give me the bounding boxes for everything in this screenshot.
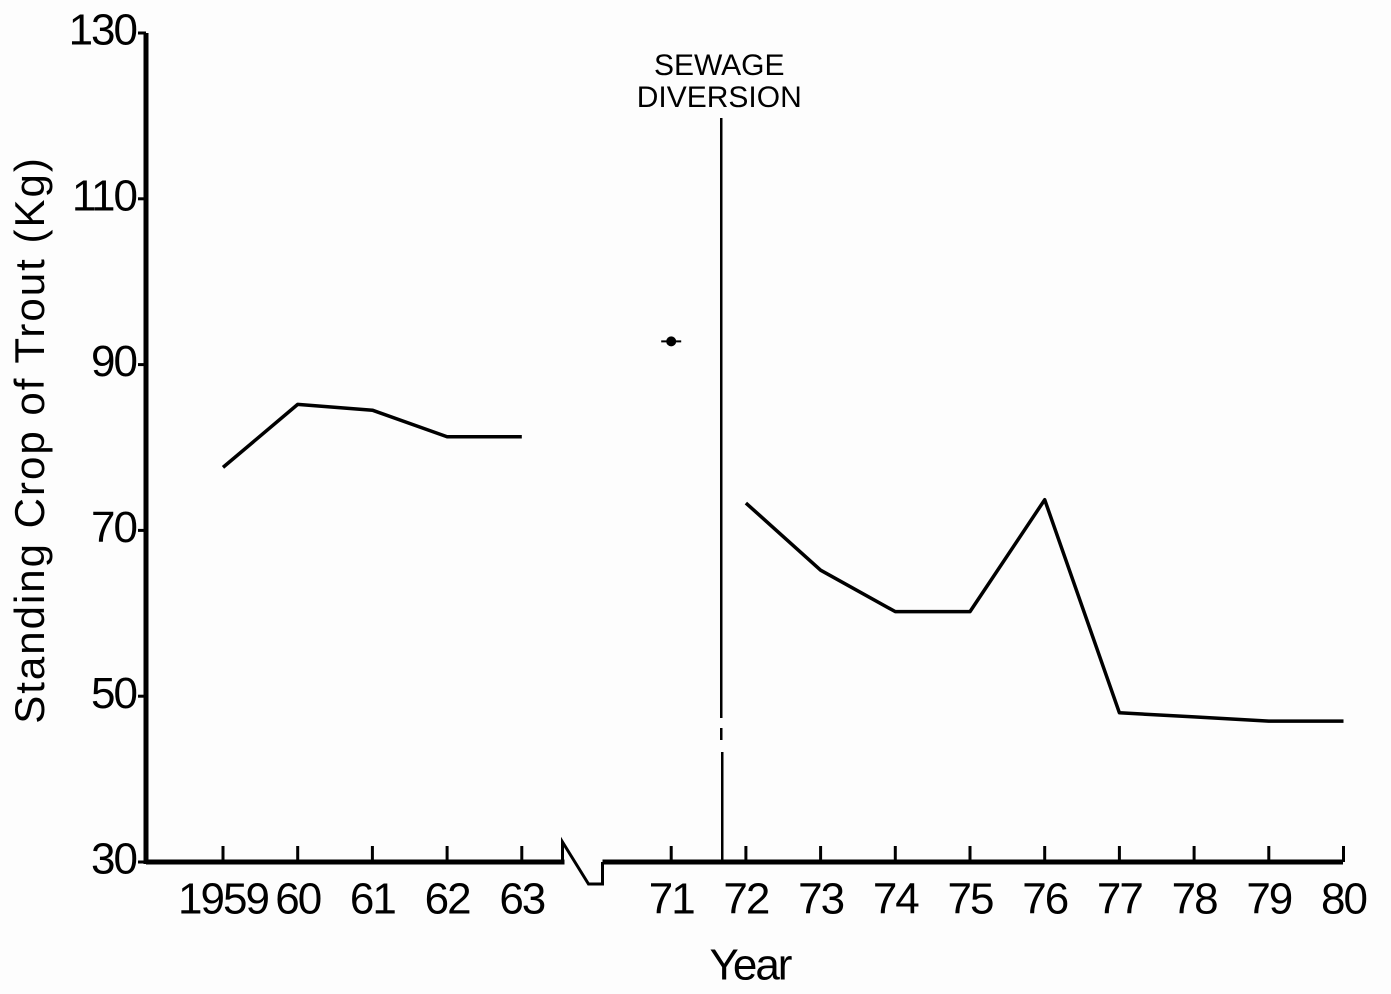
x-tick-label: 79 [1246,875,1291,924]
x-tick-label: 60 [275,875,320,924]
x-tick-label: 76 [1022,875,1067,924]
x-tick-label: 75 [948,875,993,924]
marker [666,336,677,347]
y-tick-label: 30 [91,835,136,884]
y-tick-label: 90 [91,337,136,386]
line [744,497,1344,723]
y-axis-title: Standing Crop of Trout (Kg) [6,156,53,724]
y-tick-label: 110 [72,171,137,220]
x-tick-label: 62 [425,875,470,924]
annotation: SEWAGE [654,49,785,82]
line [221,402,522,469]
x-axis-title: Year [710,941,792,990]
x-tick-label: 78 [1172,875,1217,924]
x-tick-label: 72 [723,875,768,924]
y-tick-label: 50 [91,669,136,718]
x-tick-label: 74 [873,875,919,924]
annotation: DIVERSION [637,81,802,114]
x-tick-label: 80 [1321,875,1366,924]
y-tick-label: 70 [91,503,136,552]
x-tick-label: 61 [350,875,395,924]
x-tick-label: 1959 [178,875,268,924]
x-tick-label: 77 [1097,875,1142,924]
y-tick-label: 130 [69,6,137,55]
x-tick-label: 71 [649,875,694,924]
x-tick-label: 73 [798,875,843,924]
axis-break [561,836,604,886]
x-tick-label: 63 [499,875,544,924]
